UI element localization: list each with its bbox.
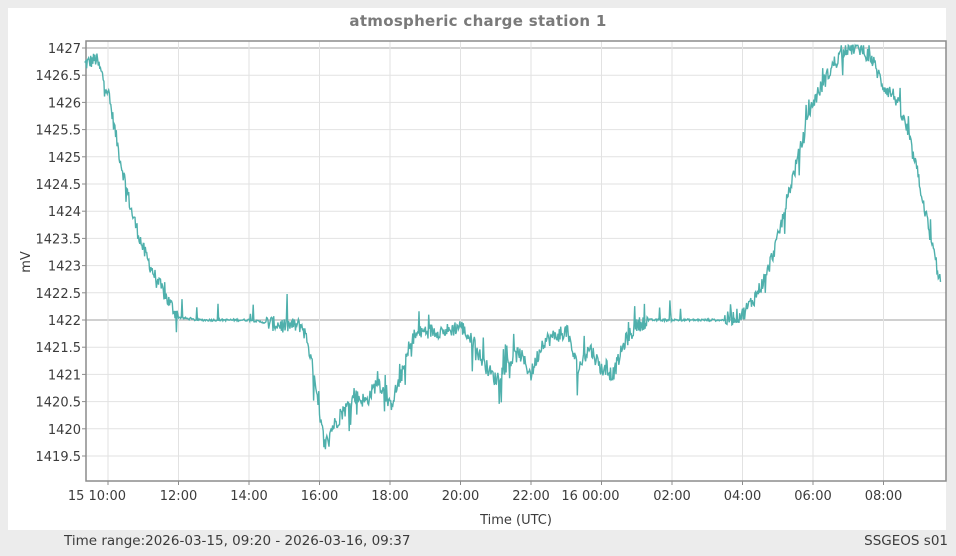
x-axis-ticks: 15 10:00 12:00 14:00 16:00 18:00 20:00 22:00 16… bbox=[68, 481, 902, 504]
time-range-label: Time range:2026-03-15, 09:20 - 2026-03-1… bbox=[64, 533, 411, 549]
y-tick-label: 1420.5 bbox=[36, 396, 82, 411]
y-tick-label: 1420 bbox=[48, 423, 81, 438]
chart-title: atmospheric charge station 1 bbox=[349, 12, 607, 30]
y-tick-label: 1424.5 bbox=[36, 178, 82, 193]
chart-panel bbox=[8, 8, 946, 530]
data-line bbox=[84, 43, 942, 450]
y-tick-label: 1419.5 bbox=[36, 450, 82, 465]
y-tick-label: 1424 bbox=[48, 205, 81, 220]
grid-lines bbox=[86, 41, 946, 481]
x-tick-label: 02:00 bbox=[653, 489, 690, 504]
x-tick-label: 14:00 bbox=[230, 489, 267, 504]
x-tick-label: 12:00 bbox=[160, 489, 197, 504]
x-tick-label: 06:00 bbox=[794, 489, 831, 504]
y-tick-label: 1426 bbox=[48, 96, 81, 111]
y-tick-label: 1422.5 bbox=[36, 287, 82, 302]
y-tick-label: 1421 bbox=[48, 368, 81, 383]
y-tick-label: 1423 bbox=[48, 260, 81, 275]
station-label: SSGEOS s01 bbox=[864, 533, 948, 549]
y-tick-label: 1421.5 bbox=[36, 341, 82, 356]
y-axis-ticks: 1419.5 1420 1420.5 1421 1421.5 1422 1422.5 1423… bbox=[36, 42, 86, 465]
plot-frame bbox=[85, 40, 947, 482]
y-tick-label: 1426.5 bbox=[36, 69, 82, 84]
y-tick-label: 1425 bbox=[48, 151, 81, 166]
x-tick-label: 18:00 bbox=[371, 489, 408, 504]
x-tick-label: 16 00:00 bbox=[561, 489, 619, 504]
y-tick-label: 1427 bbox=[48, 42, 81, 57]
y-tick-label: 1425.5 bbox=[36, 124, 82, 139]
y-axis-label: mV bbox=[19, 251, 34, 273]
x-tick-label: 04:00 bbox=[724, 489, 761, 504]
y-tick-label: 1422 bbox=[48, 314, 81, 329]
x-tick-label: 20:00 bbox=[442, 489, 479, 504]
x-axis-label: Time (UTC) bbox=[479, 513, 552, 528]
x-tick-label: 08:00 bbox=[865, 489, 902, 504]
y-tick-label: 1423.5 bbox=[36, 232, 82, 247]
x-tick-label: 15 10:00 bbox=[68, 489, 126, 504]
x-tick-label: 22:00 bbox=[512, 489, 549, 504]
x-tick-label: 16:00 bbox=[301, 489, 338, 504]
